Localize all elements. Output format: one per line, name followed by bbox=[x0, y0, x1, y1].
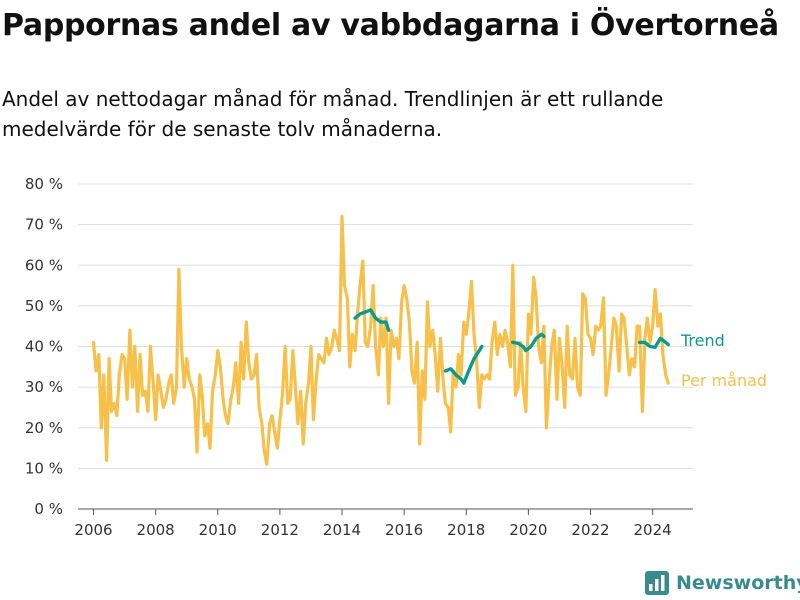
line-chart: 0 % 10 % 20 % 30 % 40 % 50 % 60 % 70 % 80 % 2006… bbox=[25, 175, 767, 539]
x-axis-ticks: 2006 2008 2010 2012 2014 2016 2018 2020 2022 2024 bbox=[74, 509, 672, 539]
x-tick-label: 2014 bbox=[323, 521, 361, 539]
y-tick-label: 30 % bbox=[25, 378, 63, 396]
y-tick-label: 40 % bbox=[25, 338, 63, 356]
newsworthy-logo-icon bbox=[645, 571, 669, 595]
x-tick-label: 2006 bbox=[74, 521, 112, 539]
chart-title: Pappornas andel av vabbdagarna i Övertor… bbox=[2, 8, 779, 43]
x-tick-label: 2012 bbox=[261, 521, 299, 539]
y-tick-label: 20 % bbox=[25, 419, 63, 437]
x-tick-label: 2010 bbox=[199, 521, 237, 539]
legend-trend-label: Trend bbox=[680, 331, 725, 350]
x-tick-label: 2022 bbox=[571, 521, 609, 539]
y-tick-label: 0 % bbox=[34, 500, 63, 518]
per-manad-line bbox=[91, 214, 670, 466]
y-tick-label: 10 % bbox=[25, 459, 63, 477]
x-tick-label: 2020 bbox=[509, 521, 547, 539]
legend-per-manad-label: Per månad bbox=[681, 371, 767, 390]
newsworthy-logo-text: Newsworthy bbox=[676, 572, 800, 594]
y-axis-ticks: 0 % 10 % 20 % 30 % 40 % 50 % 60 % 70 % 80 % bbox=[25, 175, 63, 518]
chart-series bbox=[91, 214, 670, 466]
chart-subtitle: Andel av nettodagar månad för månad. Tre… bbox=[2, 87, 664, 141]
y-tick-label: 80 % bbox=[25, 175, 63, 193]
trend-line-segment bbox=[637, 336, 670, 349]
x-tick-label: 2016 bbox=[385, 521, 423, 539]
trend-line-segment bbox=[511, 332, 546, 353]
newsworthy-logo: Newsworthy bbox=[644, 570, 800, 596]
trend-line-segment bbox=[443, 344, 484, 385]
chart-legend: Trend Per månad bbox=[680, 331, 767, 390]
y-tick-label: 50 % bbox=[25, 297, 63, 315]
x-tick-label: 2018 bbox=[447, 521, 485, 539]
trend-line-segment bbox=[353, 308, 391, 332]
x-tick-label: 2024 bbox=[634, 521, 672, 539]
y-tick-label: 70 % bbox=[25, 216, 63, 234]
y-tick-label: 60 % bbox=[25, 256, 63, 274]
x-tick-label: 2008 bbox=[137, 521, 175, 539]
